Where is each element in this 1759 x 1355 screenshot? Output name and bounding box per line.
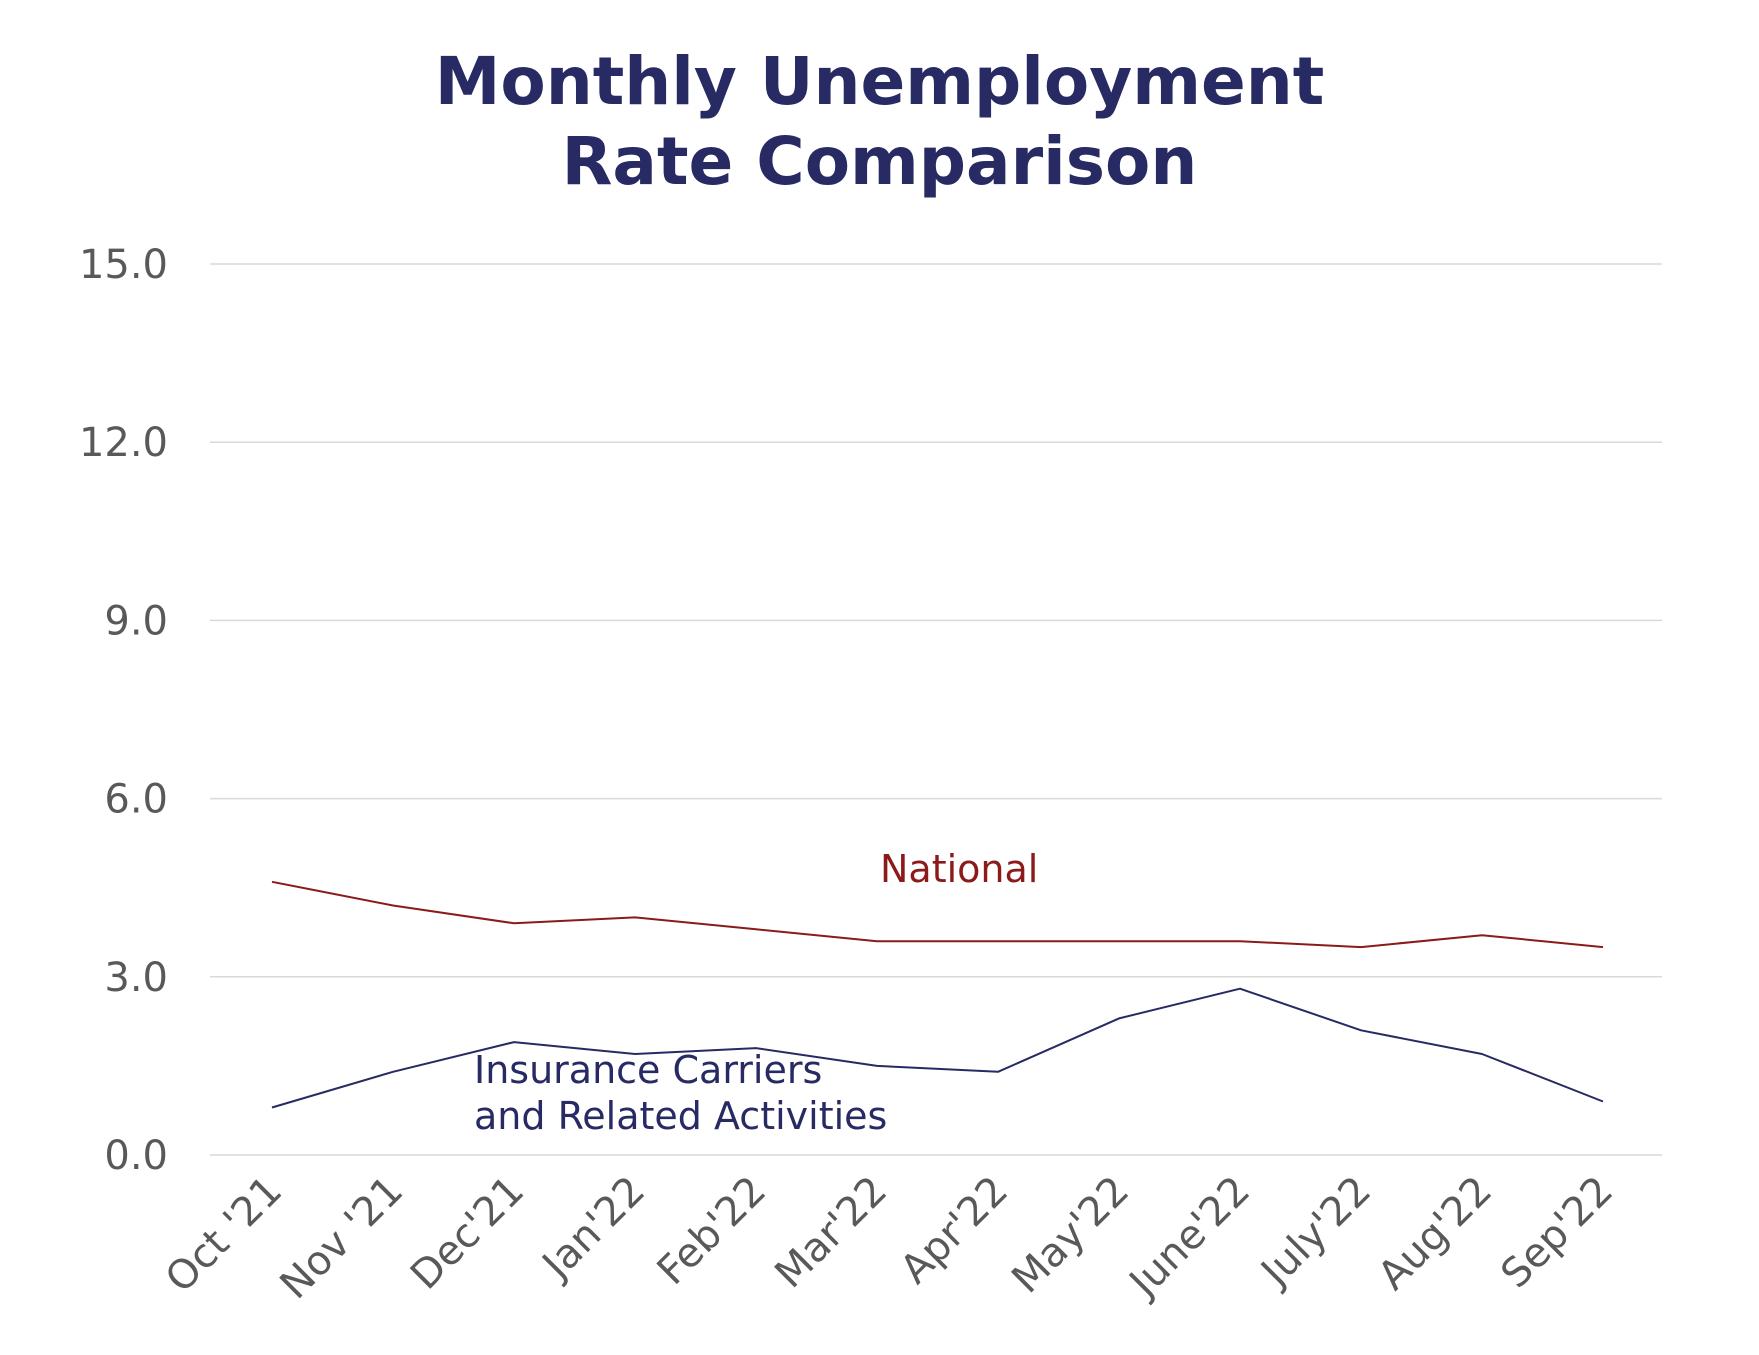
series-label: Insurance Carriers: [474, 1048, 822, 1092]
y-tick-label: 6.0: [104, 777, 168, 823]
x-tick-label: Dec'21: [402, 1168, 533, 1299]
series-line-0: [271, 880, 1604, 949]
chart-title: Monthly Unemployment Rate Comparison: [0, 42, 1759, 202]
x-tick-label: Jan'22: [532, 1168, 654, 1290]
y-axis-ticks: 0.0 3.0 6.0 9.0 12.0 15.0: [79, 242, 168, 1179]
x-tick-label: Feb'22: [649, 1168, 775, 1294]
chart-title-line-2: Rate Comparison: [561, 123, 1198, 200]
x-tick-label: Apr'22: [892, 1168, 1017, 1293]
gridlines: [210, 263, 1662, 1156]
series-label: and Related Activities: [474, 1094, 887, 1138]
x-tick-label: June'22: [1119, 1168, 1259, 1308]
series-lines: [271, 880, 1604, 1109]
series-label: National: [880, 847, 1038, 891]
x-tick-label: July'22: [1251, 1168, 1380, 1297]
y-tick-label: 12.0: [79, 420, 168, 466]
x-tick-label: Sep'22: [1492, 1168, 1622, 1298]
y-tick-label: 3.0: [104, 955, 168, 1001]
x-tick-label: Aug'22: [1370, 1168, 1502, 1300]
y-tick-label: 9.0: [104, 598, 168, 644]
x-tick-label: Oct '21: [157, 1168, 291, 1302]
chart-title-line-1: Monthly Unemployment: [434, 43, 1325, 120]
x-tick-label: May'22: [1003, 1168, 1138, 1303]
x-tick-label: Nov '21: [272, 1168, 412, 1308]
series-line-1: [271, 987, 1604, 1109]
y-tick-label: 15.0: [79, 242, 168, 288]
y-tick-label: 0.0: [104, 1133, 168, 1179]
x-tick-label: Mar'22: [766, 1168, 896, 1298]
